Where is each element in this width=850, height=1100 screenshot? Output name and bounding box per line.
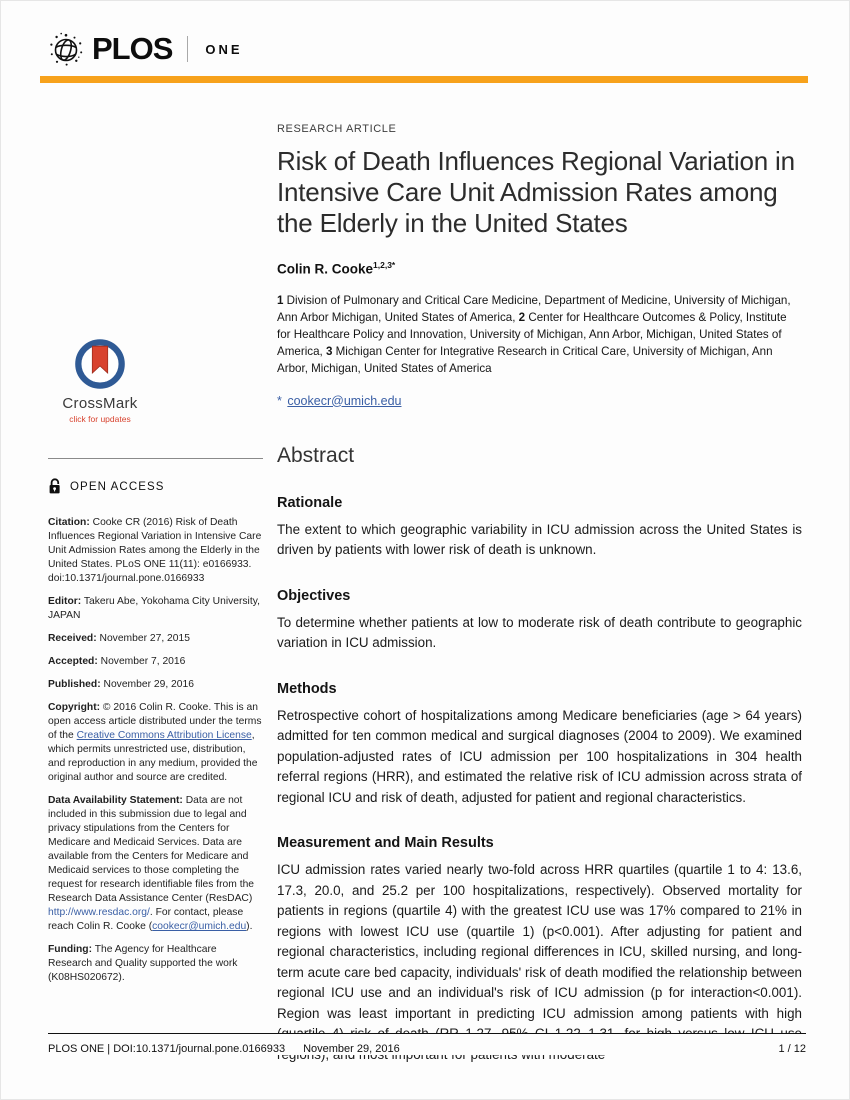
copyright-block: Copyright: © 2016 Colin R. Cooke. This i… — [48, 701, 263, 785]
section-text-rationale: The extent to which geographic variabili… — [277, 521, 802, 558]
accepted-date: November 7, 2016 — [97, 656, 186, 667]
article-main: RESEARCH ARTICLE Risk of Death Influence… — [277, 76, 802, 1065]
footer-doi: PLOS ONE | DOI:10.1371/journal.pone.0166… — [48, 1043, 286, 1055]
published-label: Published: — [48, 679, 101, 690]
affiliation-number: 2 — [518, 310, 526, 324]
editor-label: Editor: — [48, 596, 82, 607]
section-heading-objectives: Objectives — [277, 587, 351, 604]
open-access-label: OPEN ACCESS — [70, 480, 165, 493]
affiliation-number: 1 — [277, 293, 284, 307]
citation-block: Citation: Cooke CR (2016) Risk of Death … — [48, 516, 263, 586]
copyright-text-post: , which permits unrestricted use, distri… — [48, 730, 258, 783]
crossmark-icon[interactable] — [74, 338, 126, 390]
crossmark-label[interactable]: CrossMark — [62, 395, 138, 412]
author-name: Colin R. Cooke — [277, 261, 374, 277]
abstract-heading: Abstract — [277, 443, 355, 467]
footer-date: November 29, 2016 — [303, 1043, 400, 1055]
received-label: Received: — [48, 633, 97, 644]
citation-text: Cooke CR (2016) Risk of Death Influences… — [48, 517, 262, 584]
open-access-row: OPEN ACCESS — [48, 478, 263, 495]
data-availability-text-post: ). — [246, 921, 253, 932]
section-heading-methods: Methods — [277, 680, 337, 697]
sidebar: CrossMark click for updates OPEN ACCESS … — [48, 76, 263, 1065]
section-heading-results: Measurement and Main Results — [277, 835, 494, 851]
data-availability-text-mid: . For contact, please reach Colin R. Coo… — [48, 907, 244, 932]
article-title-line: Risk of Death Influences Regional Variat… — [277, 146, 795, 176]
article-type-kicker: RESEARCH ARTICLE — [277, 123, 397, 135]
page-footer: PLOS ONE | DOI:10.1371/journal.pone.0166… — [48, 1033, 806, 1055]
content-columns: CrossMark click for updates OPEN ACCESS … — [0, 76, 850, 1065]
plos-wordmark: PLOS — [92, 31, 173, 66]
accent-bar — [40, 76, 808, 83]
copyright-label: Copyright: — [48, 702, 101, 713]
funding-block: Funding: The Agency for Healthcare Resea… — [48, 943, 263, 985]
plos-logo: PLOS ONE — [48, 30, 850, 68]
crossmark-badge[interactable]: CrossMark click for updates — [48, 338, 152, 426]
data-availability-text: Data are not included in this submission… — [48, 795, 255, 904]
received-date: November 27, 2015 — [96, 633, 190, 644]
copyright-text: © 2016 Colin R. Cooke. This is an open a… — [48, 702, 262, 741]
data-availability-label: Data Availability Statement: — [48, 795, 183, 806]
affiliations: 1 Division of Pulmonary and Critical Car… — [277, 292, 802, 377]
article-title: Risk of Death Influences Regional Variat… — [277, 146, 802, 239]
affiliation-text: Center for Healthcare Outcomes & Policy,… — [277, 310, 787, 358]
cc-license-link[interactable]: Creative Commons Attribution License — [76, 730, 252, 741]
open-lock-icon — [48, 478, 62, 495]
affiliation-text: Michigan Center for Integrative Research… — [277, 344, 773, 375]
author-line: Colin R. Cooke1,2,3* — [277, 260, 802, 277]
published-block: Published: November 29, 2016 — [48, 678, 263, 692]
journal-name: ONE — [205, 41, 243, 57]
article-metadata: Citation: Cooke CR (2016) Risk of Death … — [48, 516, 263, 985]
published-date: November 29, 2016 — [100, 679, 194, 690]
section-text-objectives: To determine whether patients at low to … — [277, 614, 802, 651]
resdac-link[interactable]: http://www.resdac.org/ — [48, 907, 150, 918]
section-heading-rationale: Rationale — [277, 494, 343, 511]
article-title-line: Intensive Care Unit Admission Rates amon… — [277, 177, 778, 207]
crossmark-tagline[interactable]: click for updates — [69, 414, 131, 424]
data-availability-block: Data Availability Statement: Data are no… — [48, 794, 263, 934]
contact-email-link[interactable]: cookecr@umich.edu — [152, 921, 247, 932]
funding-label: Funding: — [48, 944, 93, 955]
affiliation-text: Division of Pulmonary and Critical Care … — [277, 293, 791, 324]
footer-page-number: 1 / 12 — [778, 1043, 806, 1055]
corresponding-star: * — [277, 393, 282, 408]
accepted-block: Accepted: November 7, 2016 — [48, 655, 263, 669]
corresponding-email-link[interactable]: cookecr@umich.edu — [287, 393, 402, 408]
received-block: Received: November 27, 2015 — [48, 632, 263, 646]
funding-text: The Agency for Healthcare Research and Q… — [48, 944, 238, 983]
logo-divider — [187, 36, 189, 62]
section-text-methods: Retrospective cohort of hospitalizations… — [277, 707, 802, 805]
author-affiliation-superscript: 1,2,3* — [373, 260, 396, 270]
accepted-label: Accepted: — [48, 656, 98, 667]
affiliation-number: 3 — [325, 344, 333, 358]
corresponding-author-line: * cookecr@umich.edu — [277, 394, 802, 408]
editor-block: Editor: Takeru Abe, Yokohama City Univer… — [48, 595, 263, 623]
citation-label: Citation: — [48, 517, 90, 528]
footer-citation: PLOS ONE | DOI:10.1371/journal.pone.0166… — [48, 1043, 400, 1055]
plos-globe-icon — [48, 30, 84, 68]
sidebar-divider — [48, 458, 263, 459]
article-title-line: the Elderly in the United States — [277, 208, 628, 238]
masthead: PLOS ONE — [0, 0, 850, 76]
editor-text: Takeru Abe, Yokohama City University, JA… — [48, 596, 260, 621]
